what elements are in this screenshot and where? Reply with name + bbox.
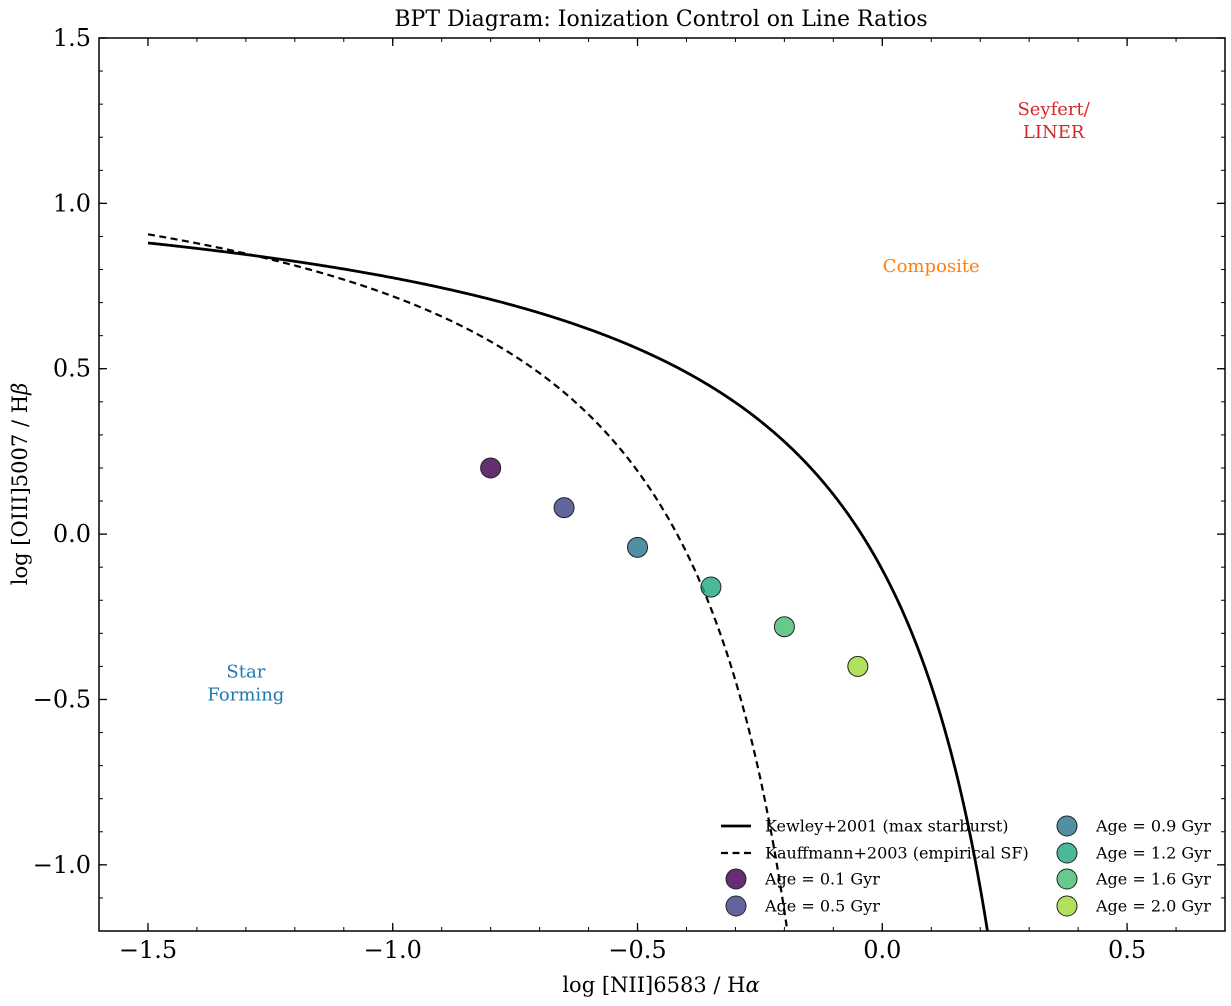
legend-label: Age = 0.5 Gyr	[764, 897, 880, 916]
data-point	[847, 655, 869, 677]
legend: Kewley+2001 (max starburst) Kauffmann+200…	[721, 815, 1211, 917]
legend-label: Kewley+2001 (max starburst)	[765, 817, 1009, 836]
x-tick-label: −0.5	[608, 936, 666, 964]
legend-label: Age = 1.2 Gyr	[1095, 844, 1211, 863]
legend-label: Age = 2.0 Gyr	[1095, 897, 1211, 916]
legend-label: Age = 1.6 Gyr	[1095, 870, 1211, 889]
y-tick-label: 0.0	[53, 520, 91, 548]
legend-label: Age = 0.1 Gyr	[764, 870, 880, 889]
data-point	[700, 576, 722, 598]
legend-marker	[725, 868, 747, 890]
kauffmann-curve	[147, 233, 789, 931]
data-point	[773, 616, 795, 638]
region-label: Composite	[883, 256, 980, 277]
region-annotations: Star Forming Composite Seyfert/LINER	[207, 99, 1090, 705]
legend-marker	[1056, 868, 1078, 890]
scatter-points	[480, 457, 869, 677]
data-point	[627, 536, 649, 558]
axis-ticks: −1.5 −1.0 −0.5 0.0 0.5 −1.0 −0.5 0.0 0.5 1.0 1.5	[33, 24, 1226, 964]
x-axis-label: log [NII]6583 / Hα	[562, 973, 759, 997]
legend-label: Age = 0.9 Gyr	[1095, 817, 1211, 836]
chart-title: BPT Diagram: Ionization Control on Line …	[394, 7, 927, 32]
region-label: Seyfert/LINER	[1017, 99, 1090, 143]
y-axis-label: log [OIII]5007 / Hβ	[8, 383, 32, 585]
legend-marker	[1056, 815, 1078, 837]
x-tick-label: −1.5	[119, 936, 177, 964]
legend-marker	[1056, 842, 1078, 864]
data-point	[480, 457, 502, 479]
y-tick-label: −0.5	[33, 685, 91, 713]
x-tick-label: 0.5	[1108, 936, 1146, 964]
legend-marker	[1056, 895, 1078, 917]
y-tick-label: 1.5	[53, 24, 91, 52]
demarcation-curves	[147, 233, 989, 931]
plot-frame	[98, 37, 1226, 932]
x-tick-label: −1.0	[364, 936, 422, 964]
y-tick-label: 1.0	[53, 189, 91, 217]
data-point	[553, 497, 575, 519]
region-label: Star Forming	[207, 661, 284, 705]
kewley-curve	[147, 241, 989, 931]
legend-marker	[725, 895, 747, 917]
y-tick-label: −1.0	[33, 851, 91, 879]
legend-label: Kauffmann+2003 (empirical SF)	[765, 844, 1029, 863]
x-tick-label: 0.0	[863, 936, 901, 964]
y-tick-label: 0.5	[53, 355, 91, 383]
